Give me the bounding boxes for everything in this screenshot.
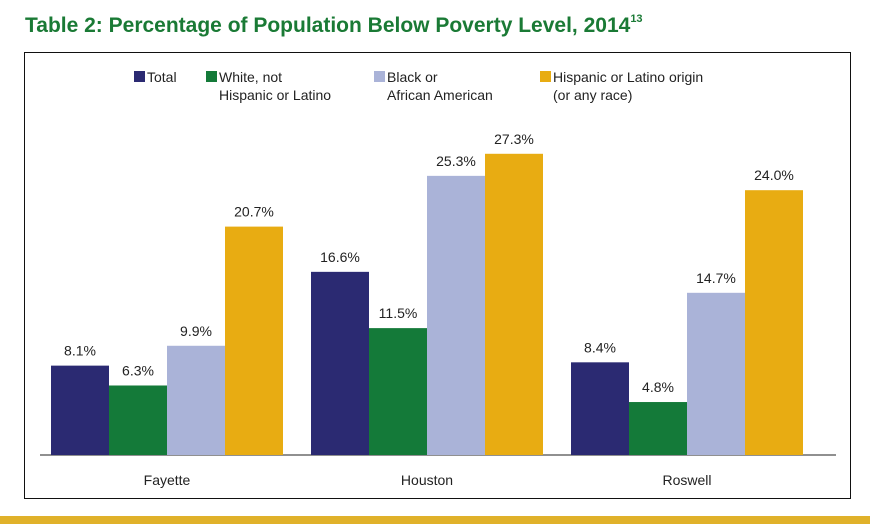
category-label-fayette: Fayette xyxy=(144,472,191,488)
data-label-roswell-hispanic: 24.0% xyxy=(754,167,794,183)
data-label-fayette-black: 9.9% xyxy=(180,323,212,339)
legend-label-white: White, not Hispanic or Latino xyxy=(219,69,332,103)
legend-label-black: Black or African American xyxy=(387,69,493,103)
bar-roswell-white xyxy=(629,402,687,455)
bar-fayette-hispanic xyxy=(225,226,283,455)
data-label-houston-black: 25.3% xyxy=(436,153,476,169)
bar-houston-hispanic xyxy=(485,153,543,456)
bar-houston-white xyxy=(369,328,427,455)
bottom-rule xyxy=(0,516,870,524)
data-label-roswell-black: 14.7% xyxy=(696,270,736,286)
bar-houston-total xyxy=(311,271,369,455)
legend-label-hispanic: Hispanic or Latino origin (or any race) xyxy=(553,69,704,103)
legend-swatch-black xyxy=(374,71,385,82)
bar-fayette-black xyxy=(167,345,225,455)
bar-fayette-white xyxy=(109,385,167,455)
bar-roswell-hispanic xyxy=(745,190,803,455)
bar-houston-black xyxy=(427,175,485,455)
bar-fayette-total xyxy=(51,365,109,455)
legend-item-black: Black or African American xyxy=(374,68,493,104)
data-label-houston-white: 11.5% xyxy=(379,305,418,321)
bar-roswell-black xyxy=(687,292,745,455)
chart-frame xyxy=(24,52,851,499)
legend-item-white: White, not Hispanic or Latino xyxy=(206,68,331,104)
data-label-roswell-total: 8.4% xyxy=(584,339,616,355)
category-label-roswell: Roswell xyxy=(662,472,711,488)
legend-item-hispanic: Hispanic or Latino origin (or any race) xyxy=(540,68,703,104)
legend-swatch-total xyxy=(134,71,145,82)
data-label-houston-hispanic: 27.3% xyxy=(494,131,534,147)
data-label-fayette-white: 6.3% xyxy=(122,362,154,378)
data-label-houston-total: 16.6% xyxy=(320,249,360,265)
legend-item-total: Total xyxy=(134,68,177,86)
footnote-marker: 13 xyxy=(630,13,643,25)
legend-label-total: Total xyxy=(147,69,177,85)
data-label-fayette-hispanic: 20.7% xyxy=(234,204,274,220)
data-label-roswell-white: 4.8% xyxy=(642,379,674,395)
data-label-fayette-total: 8.1% xyxy=(64,343,96,359)
bar-roswell-total xyxy=(571,362,629,455)
legend-swatch-white xyxy=(206,71,217,82)
chart-title-text: Table 2: Percentage of Population Below … xyxy=(25,14,631,37)
category-label-houston: Houston xyxy=(401,472,453,488)
legend-swatch-hispanic xyxy=(540,71,551,82)
chart-title: Table 2: Percentage of Population Below … xyxy=(25,13,643,38)
